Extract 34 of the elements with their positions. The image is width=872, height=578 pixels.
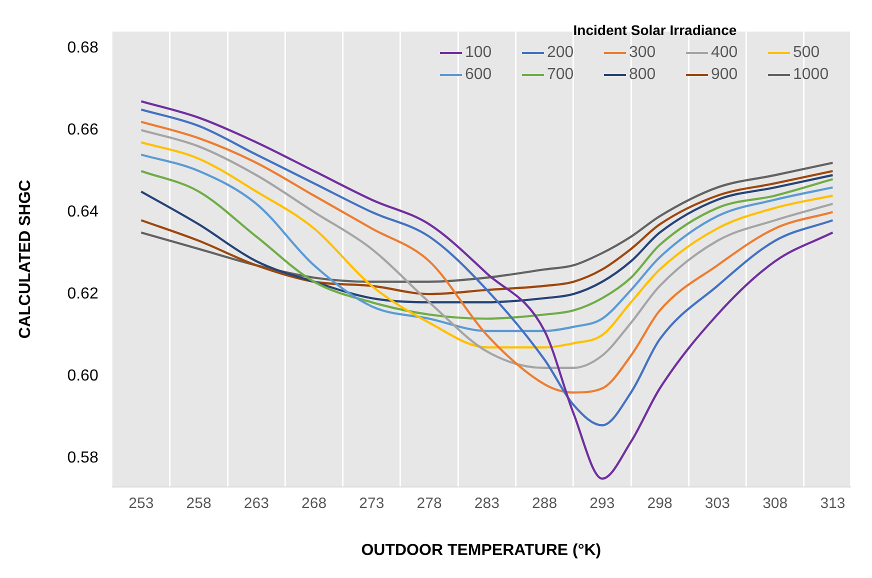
y-tick-label: 0.58	[67, 450, 98, 466]
legend-label: 1000	[793, 66, 829, 84]
legend-label: 800	[629, 66, 656, 84]
x-tick-label: 293	[590, 494, 615, 512]
x-tick-label: 258	[186, 494, 212, 512]
legend-label: 500	[793, 44, 820, 62]
legend-title: Incident Solar Irradiance	[572, 22, 738, 38]
line-series	[140, 100, 834, 480]
x-tick-label: 253	[128, 494, 154, 512]
legend-label: 300	[629, 44, 656, 62]
x-tick-label: 313	[820, 494, 846, 512]
line-series	[140, 162, 834, 283]
x-axis-title: OUTDOOR TEMPERATURE (°K)	[361, 542, 602, 559]
y-axis-title: CALCULATED SHGC	[17, 179, 34, 339]
legend-label: 400	[711, 44, 738, 62]
legend-label: 100	[465, 44, 492, 62]
x-tick-label: 308	[762, 494, 788, 512]
x-tick-label: 268	[302, 494, 327, 512]
x-tick-label: 298	[647, 494, 672, 512]
legend-label: 900	[711, 66, 738, 84]
x-tick-label: 263	[244, 494, 269, 512]
y-tick-label: 0.66	[67, 121, 98, 138]
x-tick-label: 278	[416, 494, 442, 512]
x-tick-label: 283	[474, 494, 500, 512]
x-tick-label: 303	[704, 494, 730, 512]
legend-label: 600	[465, 66, 492, 84]
y-tick-label: 0.62	[67, 285, 98, 302]
x-tick-label: 288	[532, 494, 558, 512]
legend-label: 200	[547, 44, 574, 62]
legend-label: 700	[547, 66, 574, 84]
y-tick-label: 0.68	[67, 39, 98, 56]
y-tick-label: 0.60	[67, 367, 98, 384]
x-tick-label: 273	[359, 494, 384, 512]
y-tick-label: 0.64	[67, 203, 98, 220]
